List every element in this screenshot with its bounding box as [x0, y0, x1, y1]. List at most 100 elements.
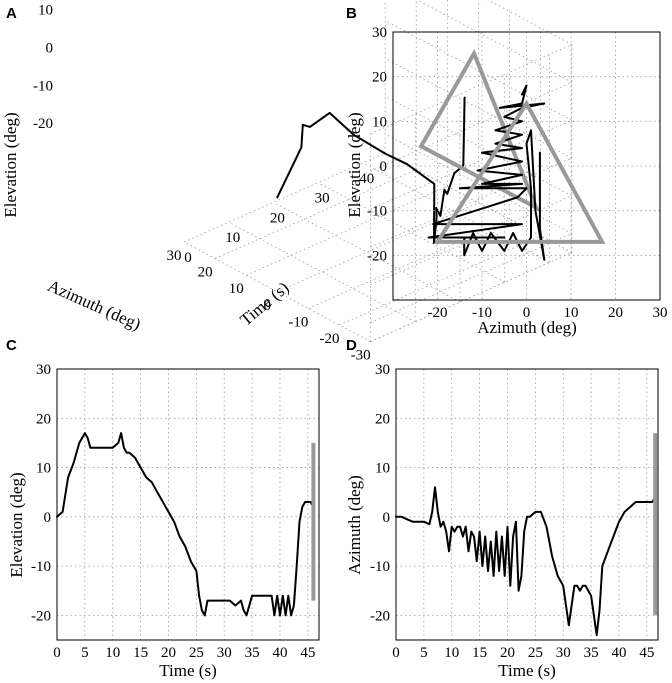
- panel-b-y-tick-label: -20: [367, 248, 387, 264]
- panel-b: B -20 -10 0 10 20 30 -20 -10 0 10 20 30 Elevation (…: [345, 5, 668, 337]
- panel-d-y-label: Azimuth (deg): [345, 475, 364, 575]
- panel-c-axes-box: [56, 368, 320, 641]
- panel-d-x-tick-label: 45: [639, 645, 654, 661]
- panel-a-floor-grid-t-40: [362, 162, 550, 263]
- panel-a-wall1-grid-el-10: [370, 119, 572, 210]
- panel-d-x-tick-label: 15: [472, 645, 487, 661]
- panel-c-y-tick-label: -10: [31, 559, 51, 575]
- panel-a-floor-grid-t-20: [273, 202, 461, 303]
- panel-a-floor-grid-t-30: [317, 182, 505, 283]
- panel-b-y-tick-label: 10: [372, 114, 387, 130]
- panel-a-z-label: Elevation (deg): [1, 112, 20, 217]
- panel-a-y-tick-label: 40: [359, 171, 374, 187]
- panel-b-label: B: [346, 5, 357, 22]
- panel-d-plot: 0 5 10 15 20 25 30 35 40 45 -20 -10 0 10 20 30: [370, 362, 659, 661]
- panel-d-y-tick-label: -20: [370, 608, 390, 624]
- panel-d-x-tick-label: 35: [584, 645, 599, 661]
- panel-a-y-tick-label: 10: [225, 230, 240, 246]
- panel-c-plot: 0 5 10 15 20 25 30 35 40 45 -20 -10 0 10 20 30: [31, 362, 320, 661]
- panel-c-y-tick-label: 10: [36, 461, 51, 477]
- panel-c-y-tick-label: 0: [44, 510, 52, 526]
- panel-a-y-tick-label: 20: [270, 210, 285, 226]
- panel-d-x-tick-label: 30: [556, 645, 571, 661]
- panel-a-wall2-grid-el--20: [384, 133, 572, 234]
- panel-b-series-target: [433, 99, 606, 244]
- panel-a-wall1-grid-el-0: [370, 157, 572, 248]
- panel-c-x-tick-label: 15: [133, 645, 148, 661]
- panel-c-y-tick-label: -20: [31, 608, 51, 624]
- panel-b-y-tick-label: 30: [372, 25, 387, 41]
- panel-a-floor-grid-t-10: [228, 221, 416, 323]
- panel-d-x-tick-label: 25: [528, 645, 543, 661]
- panel-c-x-tick-label: 45: [300, 645, 315, 661]
- panel-a-z-tick-label: 0: [46, 41, 54, 57]
- panel-a-floor-grid-az-10: [246, 185, 448, 276]
- panel-a-x-tick-label: 30: [167, 248, 182, 264]
- panel-d-x-tick-label: 20: [500, 645, 515, 661]
- panel-d: D 0 5 10 15 20 25 30 35 40 45 -20 -10 0 10 20 30 Azimut…: [345, 337, 659, 680]
- panel-a-wall1-grid-el--25: [370, 252, 572, 342]
- panel-b-x-label: Azimuth (deg): [477, 318, 577, 337]
- panel-d-x-tick-label: 40: [611, 645, 626, 661]
- panel-a-series-trajectory: [276, 96, 466, 244]
- panel-a-y-label: Time (s): [236, 278, 292, 329]
- panel-a-x-tick-label: 10: [229, 281, 244, 297]
- panel-d-axes-box: [395, 368, 659, 641]
- panel-b-y-tick-label: -10: [367, 204, 387, 220]
- panel-c-x-tick-label: 40: [272, 645, 287, 661]
- panel-d-x-tick-label: 10: [444, 645, 459, 661]
- panel-a-wall1-grid-el--20: [370, 233, 572, 324]
- panel-c-y-tick-label: 30: [36, 362, 51, 378]
- panel-c-series-elevation: [56, 432, 315, 617]
- panel-a-x-tick-label: -10: [288, 314, 308, 330]
- panel-c-x-tick-label: 0: [53, 645, 61, 661]
- panel-c-label: C: [6, 337, 17, 354]
- panel-a-wall2-grid-el--10: [384, 95, 572, 197]
- panel-b-x-tick-label: 20: [608, 305, 623, 321]
- panel-b-x-tick-label: -20: [428, 305, 448, 321]
- panel-a-floor-grid-t-0: [183, 241, 371, 342]
- panel-a-y-tick-label: 30: [315, 191, 330, 207]
- panel-a-wall1-grid-el-20: [370, 82, 572, 172]
- panel-c-x-tick-label: 20: [161, 645, 176, 661]
- panel-a-grid: [183, 0, 573, 342]
- panel-c-x-label: Time (s): [159, 661, 216, 680]
- panel-c-x-tick-label: 30: [217, 645, 232, 661]
- panel-a-x-label: Azimuth (deg): [45, 276, 144, 334]
- panel-a-label: A: [6, 5, 17, 22]
- panel-a-z-tick-label: 10: [38, 3, 53, 19]
- panel-b-x-tick-label: -10: [472, 305, 492, 321]
- panel-a-floor-grid-az--10: [308, 218, 510, 309]
- panel-b-series-trajectory: [427, 84, 546, 261]
- panel-b-x-tick-label: 10: [564, 305, 579, 321]
- panel-d-y-tick-label: 20: [375, 411, 390, 427]
- panel-a-wall1-grid-el-30: [370, 44, 572, 135]
- panel-a-x-tick-label: 20: [198, 265, 213, 281]
- panel-c-x-tick-label: 10: [105, 645, 120, 661]
- panel-a-wall2-grid-el-10: [384, 20, 572, 121]
- panel-b-x-tick-label: 30: [653, 305, 668, 321]
- panel-b-x-tick-label: 0: [523, 305, 531, 321]
- panel-d-y-tick-label: 0: [383, 510, 391, 526]
- panel-a-floor-grid-az-30: [183, 152, 386, 243]
- panel-b-axes-box: [392, 31, 661, 301]
- panel-c: C 0 5 10 15 20 25 30 35 40 45 -20 -10 0 10 20 30 Elevat…: [6, 337, 320, 680]
- panel-b-y-tick-label: 20: [372, 70, 387, 86]
- panel-a-wall2-grid-el--25: [384, 152, 572, 253]
- panel-d-x-tick-label: 5: [420, 645, 428, 661]
- panel-a-wall1-grid-el--10: [370, 195, 572, 286]
- panel-a-x-tick-label: -20: [320, 331, 340, 347]
- panel-a-floor-grid-az--20: [339, 235, 541, 326]
- panel-d-series-azimuth: [395, 486, 657, 637]
- panel-d-x-tick-label: 0: [392, 645, 400, 661]
- panel-a-floor-grid-az-20: [214, 169, 417, 259]
- panel-d-y-tick-label: 30: [375, 362, 390, 378]
- panel-a-wall2-grid-el-0: [384, 58, 572, 159]
- panel-c-x-tick-label: 35: [245, 645, 260, 661]
- panel-c-x-tick-label: 25: [189, 645, 204, 661]
- panel-a-floor-grid-az-0: [277, 202, 479, 293]
- panel-d-y-tick-label: -10: [370, 559, 390, 575]
- panel-c-x-tick-label: 5: [81, 645, 89, 661]
- panel-d-label: D: [346, 337, 357, 354]
